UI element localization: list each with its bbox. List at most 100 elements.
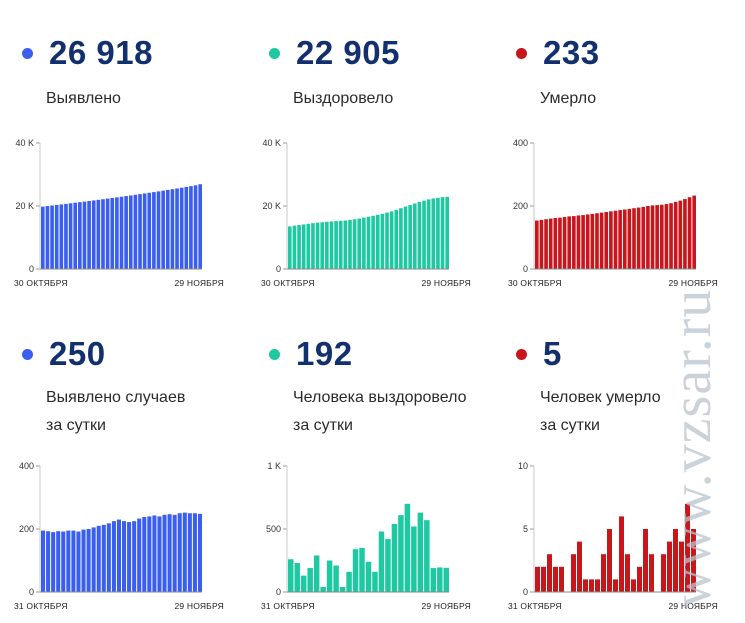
stat-row: 26 918 (20, 33, 153, 73)
bar (411, 526, 417, 592)
bar (175, 188, 179, 269)
bar (399, 208, 403, 269)
bar (122, 521, 127, 593)
bar (646, 206, 650, 269)
bar (585, 214, 590, 269)
bar (604, 211, 609, 269)
bar (583, 579, 588, 592)
y-tick-label: 200 (19, 524, 34, 534)
x-start-label: 30 ОКТЯБРЯ (261, 278, 315, 288)
y-tick-label: 0 (523, 264, 528, 274)
y-tick-label: 400 (19, 461, 34, 471)
stat-label-line2: за сутки (46, 417, 106, 434)
series-dot (516, 47, 527, 59)
bar (343, 220, 348, 269)
bar (408, 205, 412, 269)
bar (365, 561, 372, 592)
bar (422, 200, 426, 269)
series-dot (22, 348, 33, 360)
bar (371, 215, 375, 269)
stat-label: Человек умерло за сутки (540, 384, 745, 440)
bar (320, 222, 325, 269)
bar (297, 225, 301, 269)
bar (111, 521, 116, 593)
bar (105, 198, 110, 269)
series-dot (269, 47, 280, 59)
bar (184, 186, 189, 269)
series-dot (269, 348, 280, 360)
bar (559, 566, 564, 592)
bar (179, 187, 184, 269)
bar (59, 204, 64, 269)
bar (170, 189, 175, 269)
stat-row: 192 (267, 334, 353, 374)
bar (548, 218, 553, 269)
bar (329, 221, 334, 269)
bar (54, 204, 59, 269)
bar (73, 202, 78, 269)
bar (443, 567, 449, 592)
bar (147, 192, 152, 269)
bar (56, 531, 61, 592)
bar (404, 503, 411, 592)
watermark: www.vzsar.ru (640, 289, 745, 620)
bar (288, 226, 292, 269)
stat-value: 22 905 (296, 34, 400, 71)
y-tick-label: 10 (518, 461, 528, 471)
y-tick-label: 200 (513, 201, 528, 211)
bar (398, 515, 404, 592)
chart-recovered-total: 0 20 K 40 K 30 ОКТЯБРЯ 29 НОЯБРЯ (261, 138, 471, 288)
bar (445, 196, 449, 269)
bar (535, 566, 540, 592)
bar (41, 206, 45, 269)
bar (613, 210, 618, 269)
bar (424, 520, 430, 592)
stat-value: 192 (296, 335, 353, 372)
bar (76, 531, 81, 592)
y-tick-label: 0 (29, 587, 34, 597)
bar (301, 224, 306, 269)
bar (664, 204, 669, 269)
bar (101, 524, 106, 592)
bar (372, 571, 378, 592)
x-end-label: 29 НОЯБРЯ (174, 278, 224, 288)
bar (326, 560, 333, 592)
bar (618, 210, 622, 269)
bar (96, 199, 101, 269)
bar (197, 513, 202, 592)
bar (389, 211, 394, 269)
stat-label-line2: за сутки (540, 417, 600, 434)
bar (417, 201, 422, 269)
x-start-label: 30 ОКТЯБРЯ (14, 278, 68, 288)
y-tick-label: 20 K (262, 201, 281, 211)
bar (650, 205, 655, 269)
bar (679, 541, 684, 592)
bar (157, 516, 162, 592)
bar (162, 514, 167, 592)
bar (68, 203, 73, 269)
bar (562, 217, 567, 269)
bar (673, 201, 678, 269)
bar (619, 516, 624, 592)
bar (189, 186, 193, 269)
stat-label-line1: Человек умерло (540, 389, 661, 406)
bar (431, 198, 436, 269)
stat-value: 5 (543, 335, 562, 372)
bar (152, 515, 157, 592)
bar (137, 518, 142, 592)
bar (142, 517, 147, 592)
bar (292, 225, 297, 269)
bar (91, 527, 96, 592)
stat-row: 22 905 (267, 33, 400, 73)
bar (577, 541, 582, 592)
y-tick-label: 0 (523, 587, 528, 597)
bar (567, 216, 572, 269)
bar (161, 190, 165, 269)
bar (683, 199, 687, 269)
y-tick-label: 400 (513, 138, 528, 148)
chart-died-daily: 0 5 10 31 ОКТЯБРЯ 29 НОЯБРЯ (508, 461, 718, 611)
stat-value: 250 (49, 335, 106, 372)
bar (339, 586, 346, 592)
bar (51, 532, 56, 592)
bar (366, 216, 371, 269)
